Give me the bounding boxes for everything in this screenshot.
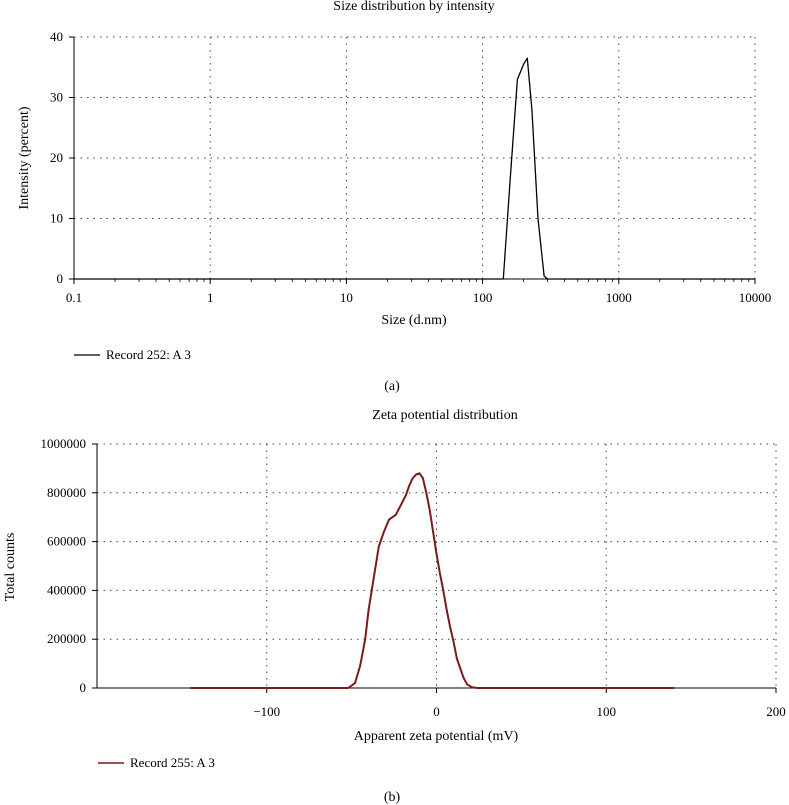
x-tick-label: 10 <box>340 290 353 305</box>
x-tick-label: 100 <box>597 704 617 719</box>
legend-label-a: Record 252: A 3 <box>106 347 191 362</box>
y-tick-label: 30 <box>50 90 63 105</box>
y-tick-label: 1000000 <box>41 436 87 451</box>
y-axis-label-a: Intensity (percent) <box>17 106 32 209</box>
x-axis-label-a: Size (d.nm) <box>381 313 447 328</box>
y-tick-label: 0 <box>80 680 87 695</box>
x-tick-label: 1 <box>207 290 214 305</box>
x-tick-label: 100 <box>473 290 493 305</box>
panel-a: Size distribution by intensity Size (d.n… <box>17 0 771 394</box>
x-tick-label: −100 <box>253 704 280 719</box>
x-tick-label: 200 <box>766 704 786 719</box>
x-axis-label-b: Apparent zeta potential (mV) <box>354 729 519 744</box>
chart-title-b: Zeta potential distribution <box>372 408 517 423</box>
series-line-1 <box>190 472 675 689</box>
caption-b: (b) <box>384 790 401 805</box>
x-tick-label: 10000 <box>739 290 772 305</box>
y-tick-label: 0 <box>57 271 64 286</box>
y-tick-label: 400000 <box>47 582 86 597</box>
y-tick-label: 200000 <box>47 631 86 646</box>
x-tick-label: 0 <box>433 704 440 719</box>
x-tick-label: 1000 <box>606 290 632 305</box>
panel-b: Zeta potential distribution Apparent zet… <box>3 408 786 805</box>
chart-title-a: Size distribution by intensity <box>333 0 494 14</box>
y-tick-label: 600000 <box>47 534 86 549</box>
y-tick-label: 40 <box>50 29 63 44</box>
caption-a: (a) <box>384 379 400 394</box>
y-tick-label: 20 <box>50 150 63 165</box>
x-tick-label: 0.1 <box>66 290 82 305</box>
y-axis-label-b: Total counts <box>3 533 18 602</box>
series-line-1 <box>74 57 755 280</box>
y-tick-label: 10 <box>50 211 63 226</box>
y-tick-label: 800000 <box>47 485 86 500</box>
legend-label-b: Record 255: A 3 <box>130 755 215 770</box>
